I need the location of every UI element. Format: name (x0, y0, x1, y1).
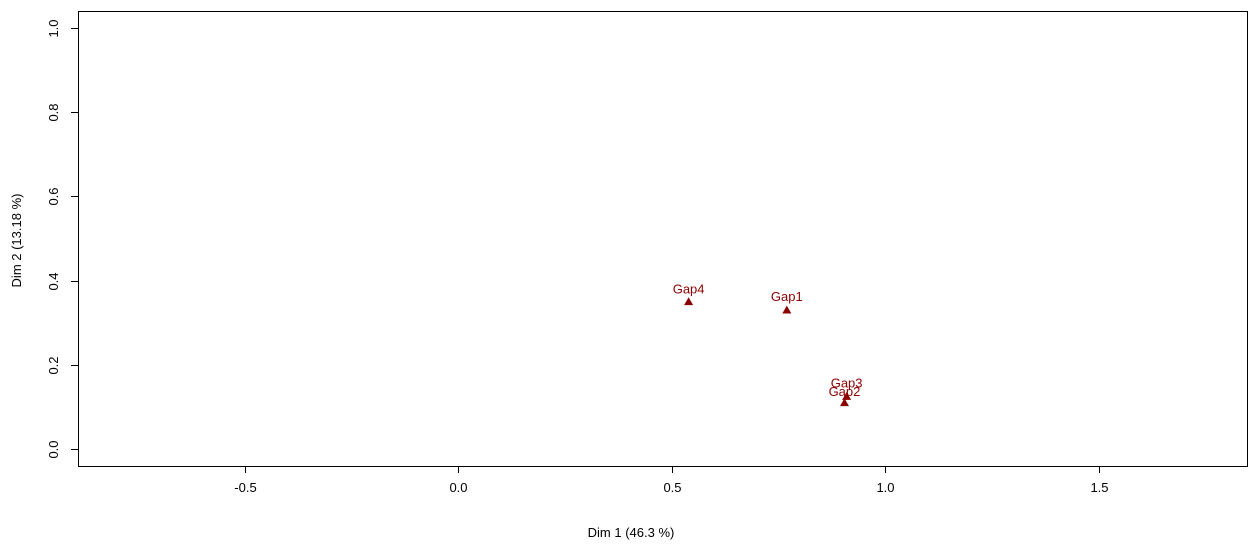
y-axis-label: Dim 2 (13.18 %) (9, 194, 24, 288)
x-tick-label: 1.0 (876, 480, 894, 495)
x-axis: -0.5 0.0 0.5 1.0 1.5 (234, 466, 1109, 495)
point-marker (782, 305, 792, 314)
point-label: Gap3 (831, 375, 863, 390)
plot-frame (78, 11, 1248, 467)
y-tick-label: 0.4 (46, 272, 61, 290)
point-label: Gap4 (673, 282, 705, 297)
point-marker (842, 391, 852, 400)
x-axis-label: Dim 1 (46.3 %) (588, 525, 675, 540)
point-label: Gap1 (771, 289, 803, 304)
point-marker (839, 398, 849, 407)
y-tick-label: 0.0 (46, 440, 61, 458)
x-tick-label: 0.5 (663, 480, 681, 495)
point-label: Gap2 (829, 384, 861, 399)
y-tick-label: 0.2 (46, 356, 61, 374)
y-tick-label: 0.8 (46, 103, 61, 121)
x-tick-label: -0.5 (234, 480, 256, 495)
x-tick-label: 0.0 (449, 480, 467, 495)
point-marker (684, 297, 694, 306)
y-tick-label: 1.0 (46, 19, 61, 37)
x-tick-label: 1.5 (1090, 480, 1108, 495)
y-tick-label: 0.6 (46, 187, 61, 205)
y-axis: 0.0 0.2 0.4 0.6 0.8 1.0 (46, 19, 78, 459)
